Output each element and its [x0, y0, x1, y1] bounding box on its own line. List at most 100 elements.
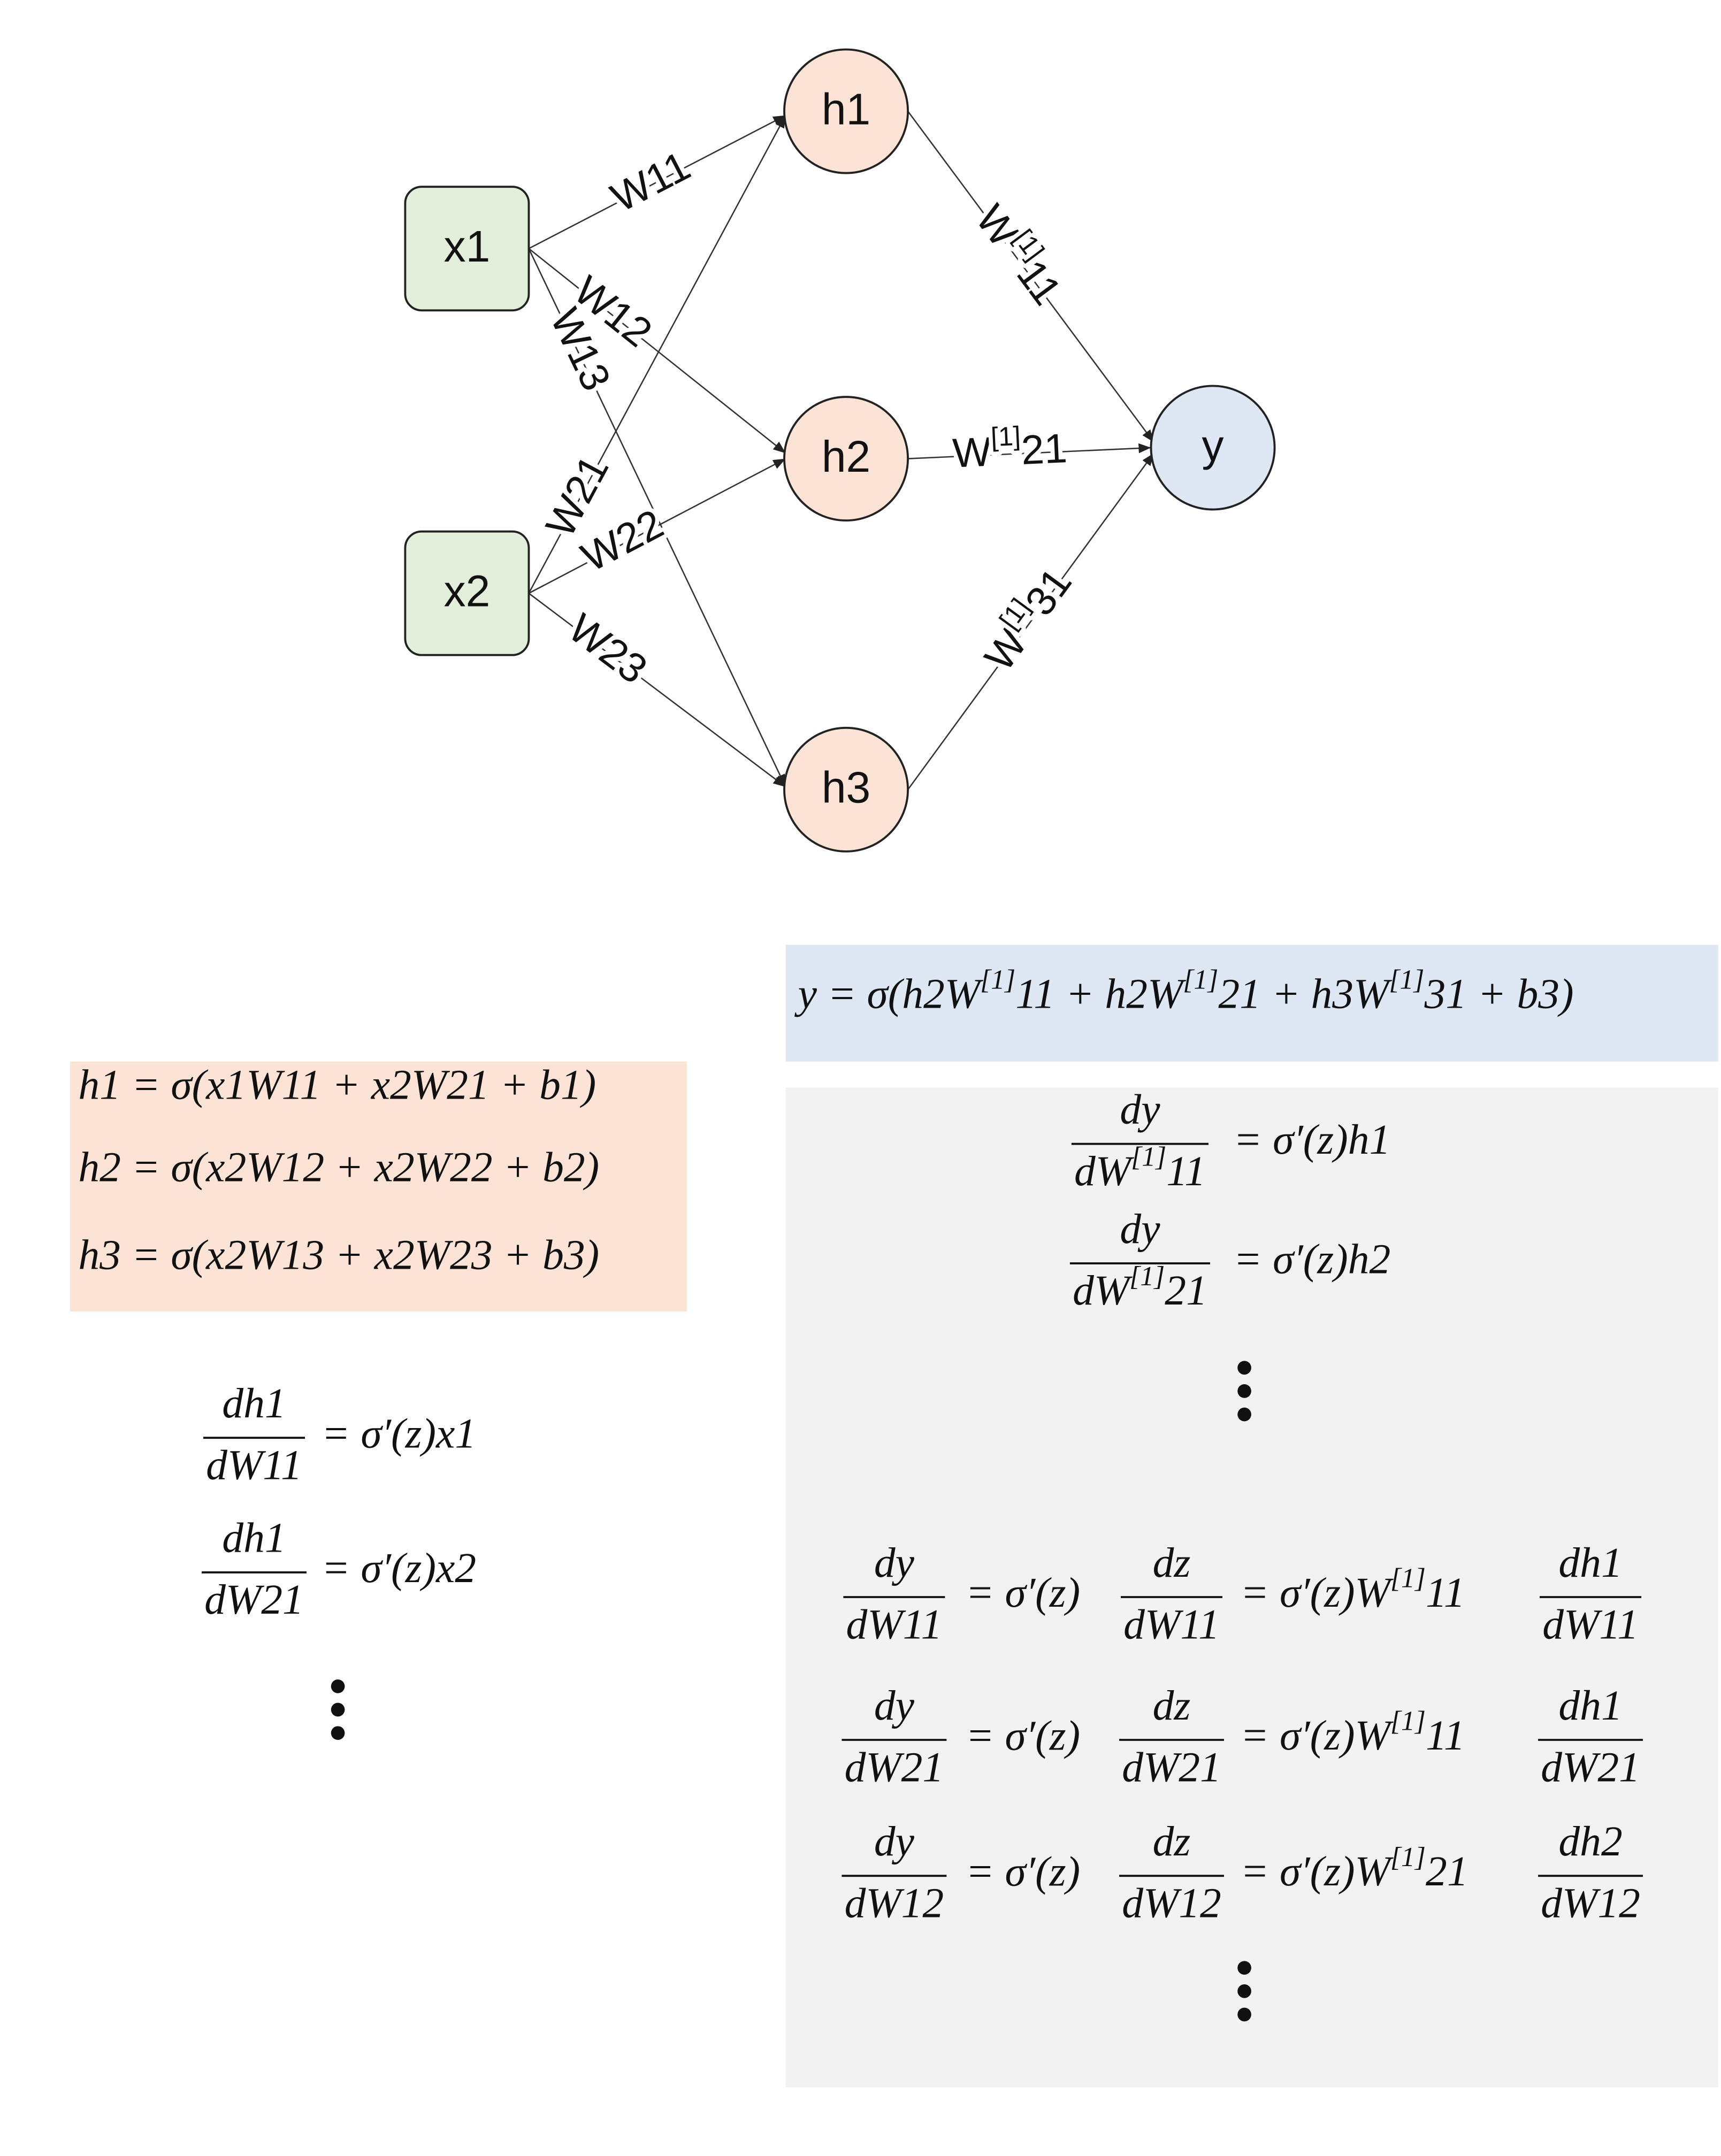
text-part: 31 + b3)	[1424, 971, 1573, 1018]
hidden-node	[783, 48, 909, 174]
input-node	[404, 530, 530, 656]
node-label: y	[1202, 421, 1224, 470]
superscript: [1]	[980, 964, 1015, 995]
derivative-box	[785, 1087, 1718, 2088]
hidden-equation: h1 = σ(x1W11 + x2W21 + b1)	[78, 1061, 596, 1108]
text-part: W11	[604, 143, 698, 221]
hidden-equation-box	[70, 1061, 687, 1311]
edge-label: W[1]31	[970, 556, 1081, 679]
denominator: dW12	[845, 1879, 944, 1927]
text-part: 21	[1165, 1267, 1207, 1314]
superscript: [1]	[1183, 964, 1218, 995]
text-part: = σ′(z)W	[1240, 1712, 1394, 1759]
hidden-node	[783, 396, 909, 522]
node-label: h3	[822, 764, 870, 812]
superscript: [1]	[1390, 1563, 1426, 1594]
denominator: dW21	[845, 1744, 944, 1791]
output-equation: y = σ(h2W[1]11 + h2W[1]21 + h3W[1]31 + b…	[794, 964, 1574, 1018]
denominator: dW12	[1122, 1879, 1221, 1927]
text-part: 11	[1426, 1569, 1465, 1616]
numerator: dh1	[1558, 1682, 1622, 1729]
denominator: dW21	[1541, 1744, 1640, 1791]
text-part: 21	[1020, 426, 1068, 474]
node-label: h2	[822, 433, 870, 481]
text-part: W23	[560, 605, 655, 693]
superscript: [1]	[1389, 964, 1424, 995]
hidden-equation: h2 = σ(x2W12 + x2W22 + b2)	[78, 1144, 599, 1191]
text-part: = σ′(z)W	[1240, 1569, 1394, 1616]
result: = σ′(z)W[1]11	[1240, 1706, 1465, 1760]
output-equation-box	[785, 945, 1718, 1062]
edge	[528, 593, 786, 788]
edge	[908, 443, 1151, 459]
edge-label: W[1]21	[951, 419, 1068, 477]
result: = σ′(z)x1	[322, 1410, 476, 1457]
edge	[907, 452, 1154, 791]
text-part: dW	[1073, 1267, 1133, 1314]
denominator: dW[1]21	[1073, 1261, 1207, 1315]
superscript: [1]	[1390, 1842, 1426, 1873]
text-part: W	[976, 621, 1036, 680]
hidden-node	[783, 726, 909, 853]
superscript: [1]	[990, 421, 1021, 452]
denominator: dW11	[846, 1601, 943, 1648]
ellipsis	[331, 1361, 1251, 2022]
denominator: dW11	[1123, 1601, 1220, 1648]
numerator: dy	[1120, 1206, 1160, 1253]
result: = σ′(z)h1	[1234, 1116, 1391, 1163]
edge	[528, 115, 786, 594]
denominator: dW11	[206, 1441, 302, 1489]
text-part: 11	[1426, 1712, 1465, 1759]
numerator: dy	[874, 1682, 915, 1729]
text-part: y = σ(h2W	[794, 971, 984, 1018]
numerator: dy	[874, 1539, 915, 1586]
superscript: [1]	[1390, 1706, 1426, 1737]
result: = σ′(z)W[1]11	[1240, 1563, 1465, 1617]
numerator: dz	[1153, 1539, 1191, 1586]
node-label: h1	[822, 85, 870, 134]
numerator: dz	[1153, 1682, 1191, 1729]
denominator: dW21	[1122, 1744, 1221, 1791]
denominator: dW21	[204, 1576, 304, 1623]
result: = σ′(z)h2	[1234, 1236, 1391, 1283]
text-part: W	[952, 429, 993, 477]
superscript: [1]	[1129, 1261, 1165, 1292]
text-part: 21	[1426, 1848, 1468, 1895]
middle: = σ′(z)	[966, 1569, 1080, 1616]
text-part: dW	[1074, 1148, 1135, 1195]
node-label: x1	[444, 222, 491, 271]
numerator: dh1	[1558, 1539, 1622, 1586]
text-part: 11	[1008, 252, 1070, 313]
edge	[528, 114, 786, 249]
superscript: [1]	[1131, 1141, 1166, 1172]
text-part: 11 + h2W	[1015, 971, 1187, 1018]
hidden-equation: h3 = σ(x2W13 + x2W23 + b3)	[78, 1232, 599, 1279]
edge	[528, 458, 786, 594]
numerator: dy	[1120, 1086, 1160, 1133]
result: = σ′(z)x2	[322, 1545, 476, 1592]
text-part: = σ′(z)W	[1240, 1848, 1394, 1895]
result: = σ′(z)W[1]21	[1240, 1842, 1468, 1896]
denominator: dW[1]11	[1074, 1141, 1206, 1195]
denominator: dW11	[1542, 1601, 1639, 1648]
node-label: x2	[444, 567, 491, 616]
numerator: dh1	[222, 1515, 286, 1562]
edge-label: W[1]11	[967, 193, 1075, 313]
edge	[528, 248, 786, 787]
numerator: dz	[1153, 1818, 1191, 1865]
middle: = σ′(z)	[966, 1712, 1080, 1759]
edge	[528, 248, 786, 454]
text-part: 21 + h3W	[1218, 971, 1393, 1018]
denominator: dW12	[1541, 1879, 1640, 1927]
numerator: dh1	[222, 1380, 286, 1427]
output-node	[1150, 385, 1276, 511]
input-node	[404, 186, 530, 312]
numerator: dh2	[1558, 1818, 1622, 1865]
text-part: 11	[1166, 1148, 1206, 1195]
edge-label: W23	[560, 605, 655, 693]
numerator: dy	[874, 1818, 915, 1865]
edge-label: W11	[604, 143, 698, 221]
edge	[907, 111, 1154, 443]
middle: = σ′(z)	[966, 1848, 1080, 1895]
